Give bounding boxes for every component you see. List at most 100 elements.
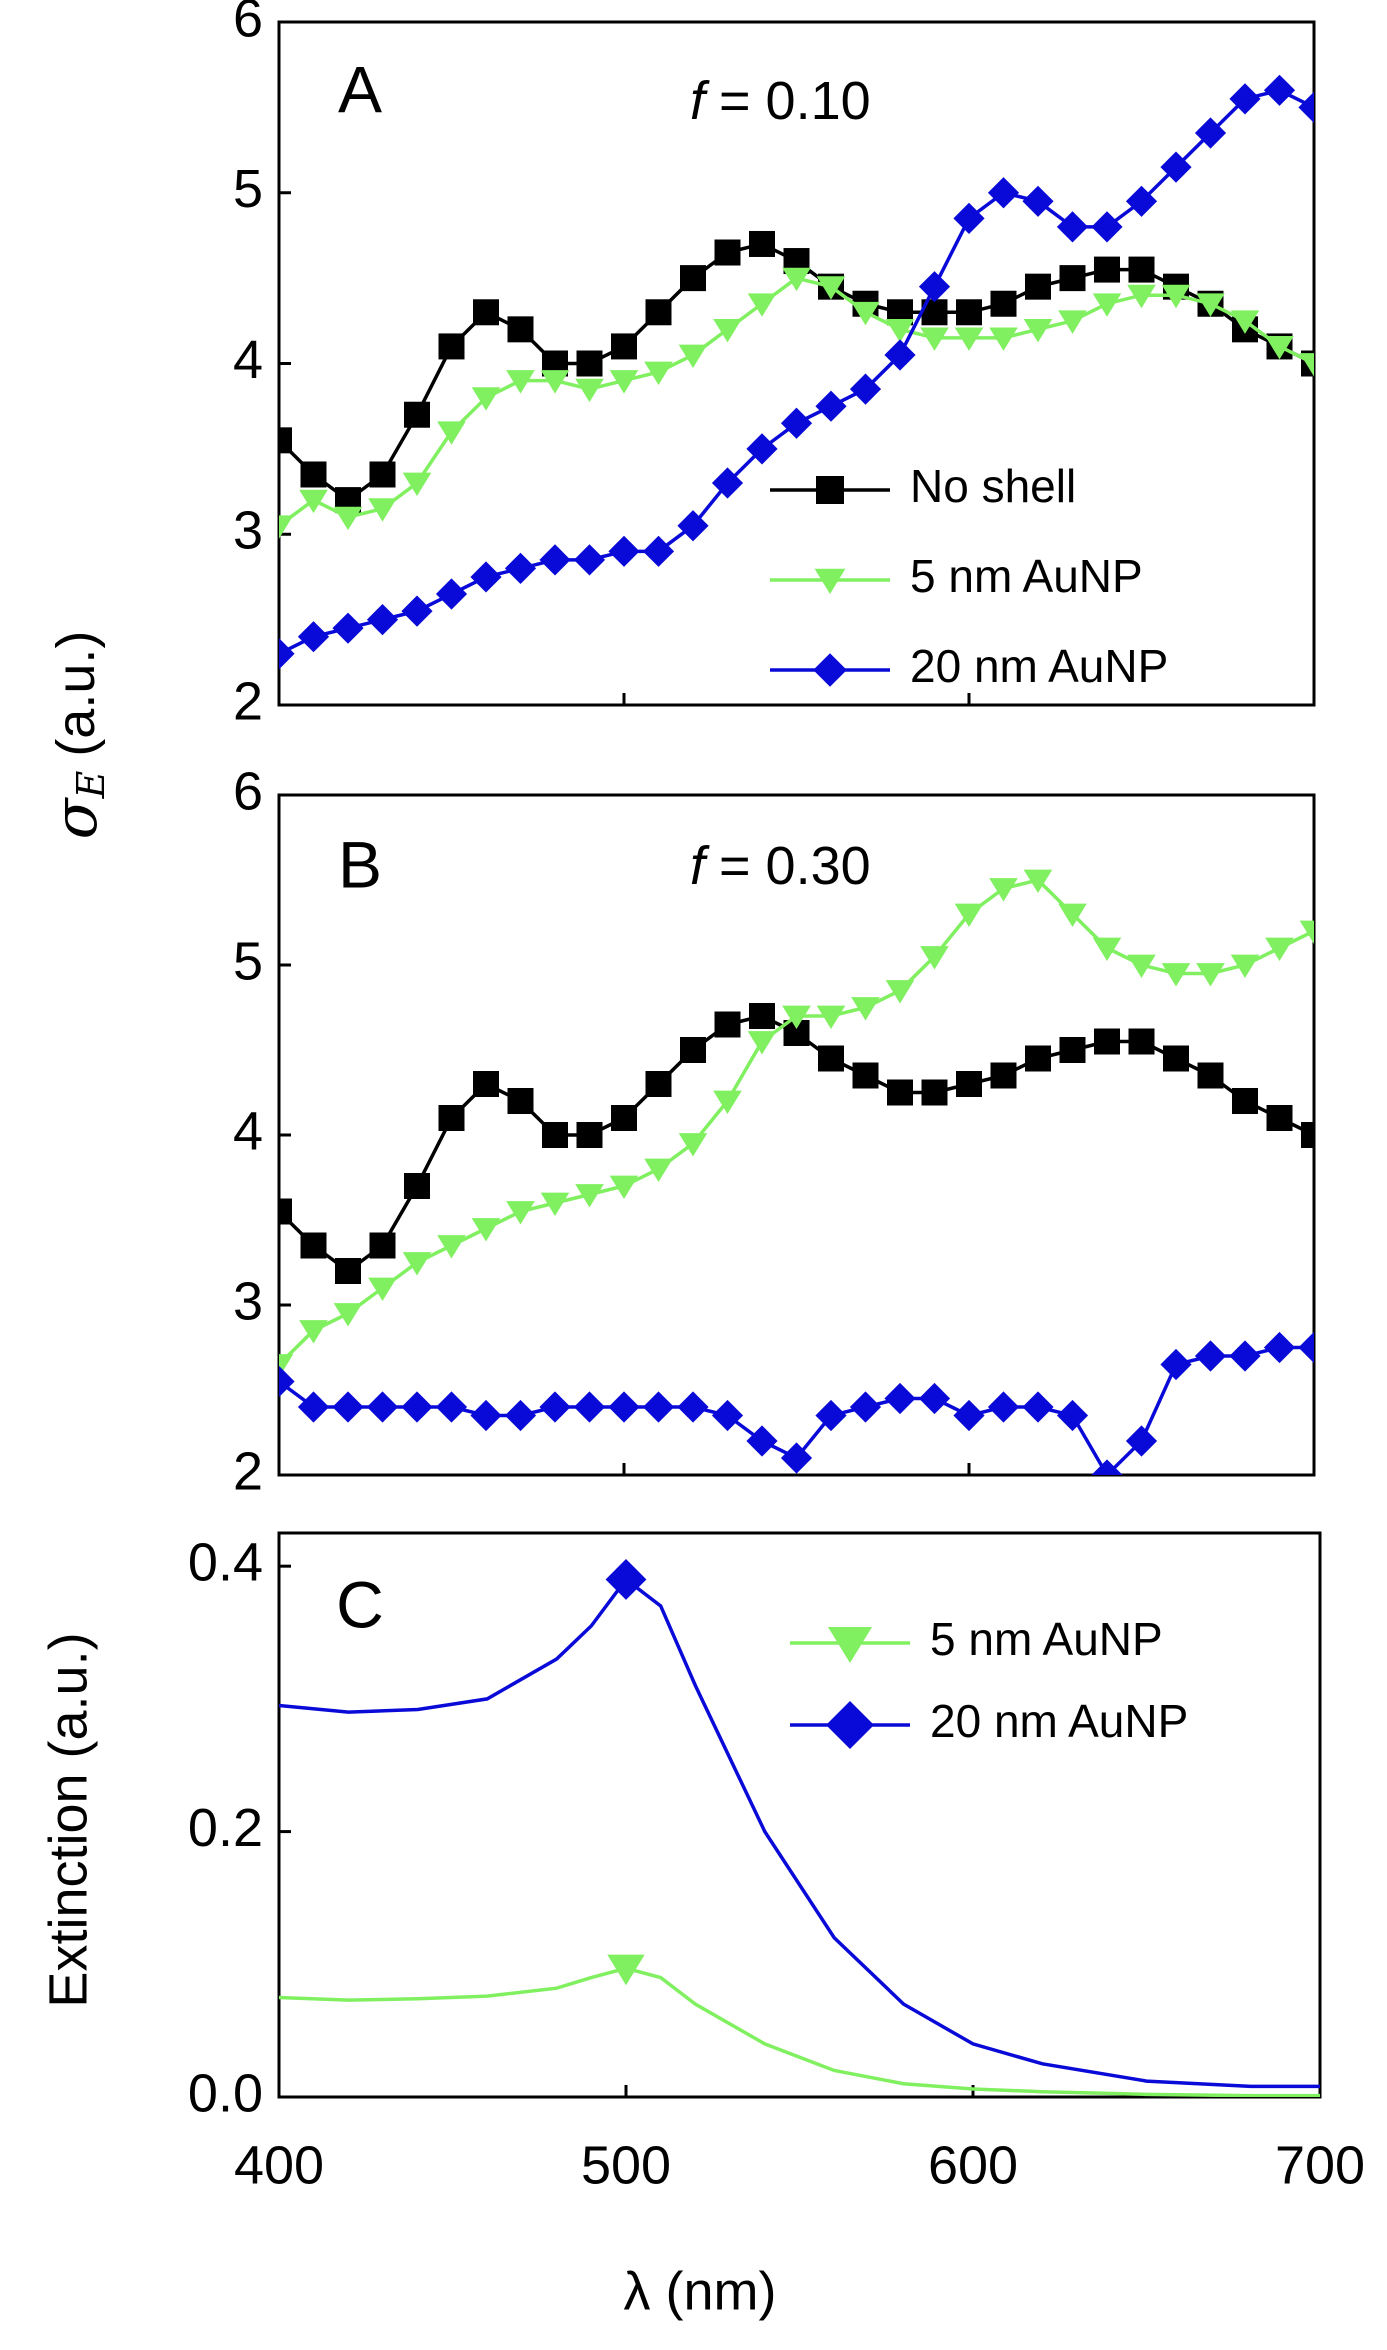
data-point xyxy=(540,370,570,394)
y-label-unit: (a.u.) xyxy=(46,631,106,757)
series-line xyxy=(279,1014,1314,1274)
x-axis-label: λ (nm) xyxy=(624,2261,777,2321)
legend-marker xyxy=(828,1627,872,1663)
data-point xyxy=(849,373,882,405)
data-point xyxy=(884,339,916,371)
data-point xyxy=(438,1105,465,1131)
data-point xyxy=(1229,1340,1261,1372)
data-point xyxy=(1299,920,1314,944)
data-point xyxy=(1196,963,1225,987)
legend-marker xyxy=(813,653,847,687)
data-point xyxy=(953,202,985,234)
y-tick-label: 6 xyxy=(233,761,263,821)
data-point xyxy=(507,316,534,343)
data-point xyxy=(746,433,778,465)
series-line xyxy=(279,88,1314,656)
data-point xyxy=(539,1391,571,1423)
data-point xyxy=(1125,185,1158,217)
data-point xyxy=(1196,293,1225,317)
data-point xyxy=(713,318,742,343)
data-point xyxy=(989,878,1018,902)
y-axis-label: σE (a.u.) xyxy=(41,631,113,840)
data-point xyxy=(437,1235,466,1259)
data-point xyxy=(539,544,571,576)
data-point xyxy=(279,1354,294,1378)
data-point xyxy=(816,276,846,300)
data-point xyxy=(438,333,465,360)
data-point xyxy=(504,1399,537,1432)
data-point xyxy=(297,1391,330,1423)
data-point xyxy=(540,1192,570,1216)
data-point xyxy=(713,1090,742,1114)
data-point xyxy=(473,1071,499,1097)
data-point xyxy=(851,997,880,1021)
data-point xyxy=(1298,1331,1314,1364)
plot-frame xyxy=(277,1531,1322,2099)
series-group xyxy=(279,869,1314,1475)
data-point xyxy=(506,1201,535,1225)
data-point xyxy=(711,467,744,499)
data-point xyxy=(885,318,915,343)
data-point xyxy=(1025,1045,1051,1072)
series-line xyxy=(279,878,1314,1366)
data-point xyxy=(714,239,741,266)
data-point xyxy=(1194,1340,1227,1372)
data-point xyxy=(401,595,433,627)
data-point xyxy=(1023,318,1053,343)
data-point xyxy=(333,506,363,531)
annotation-text: = 0.30 xyxy=(719,836,871,896)
series-line xyxy=(279,1576,1320,2089)
data-point xyxy=(816,1005,846,1029)
panel-letter: B xyxy=(338,827,382,901)
data-point xyxy=(1301,1122,1314,1148)
data-point xyxy=(608,535,640,567)
data-point xyxy=(920,946,949,970)
data-point xyxy=(921,1079,948,1106)
data-point xyxy=(1265,336,1294,360)
data-point xyxy=(507,1088,534,1114)
data-point xyxy=(677,1391,709,1423)
data-point xyxy=(297,621,330,653)
y-tick-label: 3 xyxy=(233,501,263,561)
y-tick-label: 0.0 xyxy=(188,2063,263,2123)
data-point xyxy=(644,1158,673,1182)
data-point xyxy=(279,638,295,670)
data-point xyxy=(611,1105,637,1131)
series-group xyxy=(279,1559,1320,2097)
data-point xyxy=(575,1184,604,1208)
data-point xyxy=(989,327,1018,351)
data-point xyxy=(780,1442,813,1474)
y-axis-label: Extinction (a.u.) xyxy=(38,1632,98,2007)
data-point xyxy=(542,1122,568,1148)
data-point xyxy=(1230,310,1260,334)
data-point xyxy=(1056,211,1089,243)
data-point xyxy=(605,1559,647,1600)
data-point xyxy=(1058,903,1087,927)
data-point xyxy=(1161,963,1191,987)
data-point xyxy=(1022,1391,1054,1423)
data-point xyxy=(884,1382,916,1415)
data-point xyxy=(1266,1105,1293,1131)
series-line xyxy=(279,1966,1320,2097)
data-point xyxy=(711,1399,744,1432)
data-point xyxy=(918,271,951,303)
data-point xyxy=(990,1062,1017,1089)
data-point xyxy=(956,1071,982,1097)
data-point xyxy=(1197,1062,1224,1089)
data-point xyxy=(1091,211,1123,243)
data-point xyxy=(471,387,501,411)
y-tick-label: 4 xyxy=(233,330,263,390)
data-point xyxy=(299,489,328,514)
data-point xyxy=(1092,293,1122,317)
data-point xyxy=(954,903,984,927)
data-point xyxy=(645,1071,672,1097)
data-point xyxy=(299,1320,328,1344)
data-point xyxy=(987,1391,1020,1423)
data-point xyxy=(1229,83,1261,115)
y-tick-label: 4 xyxy=(233,1101,263,1161)
legend-label: 5 nm AuNP xyxy=(930,1613,1163,1665)
data-point xyxy=(300,1232,327,1259)
data-point xyxy=(747,1031,777,1055)
data-point xyxy=(680,265,706,292)
data-point xyxy=(987,177,1020,209)
